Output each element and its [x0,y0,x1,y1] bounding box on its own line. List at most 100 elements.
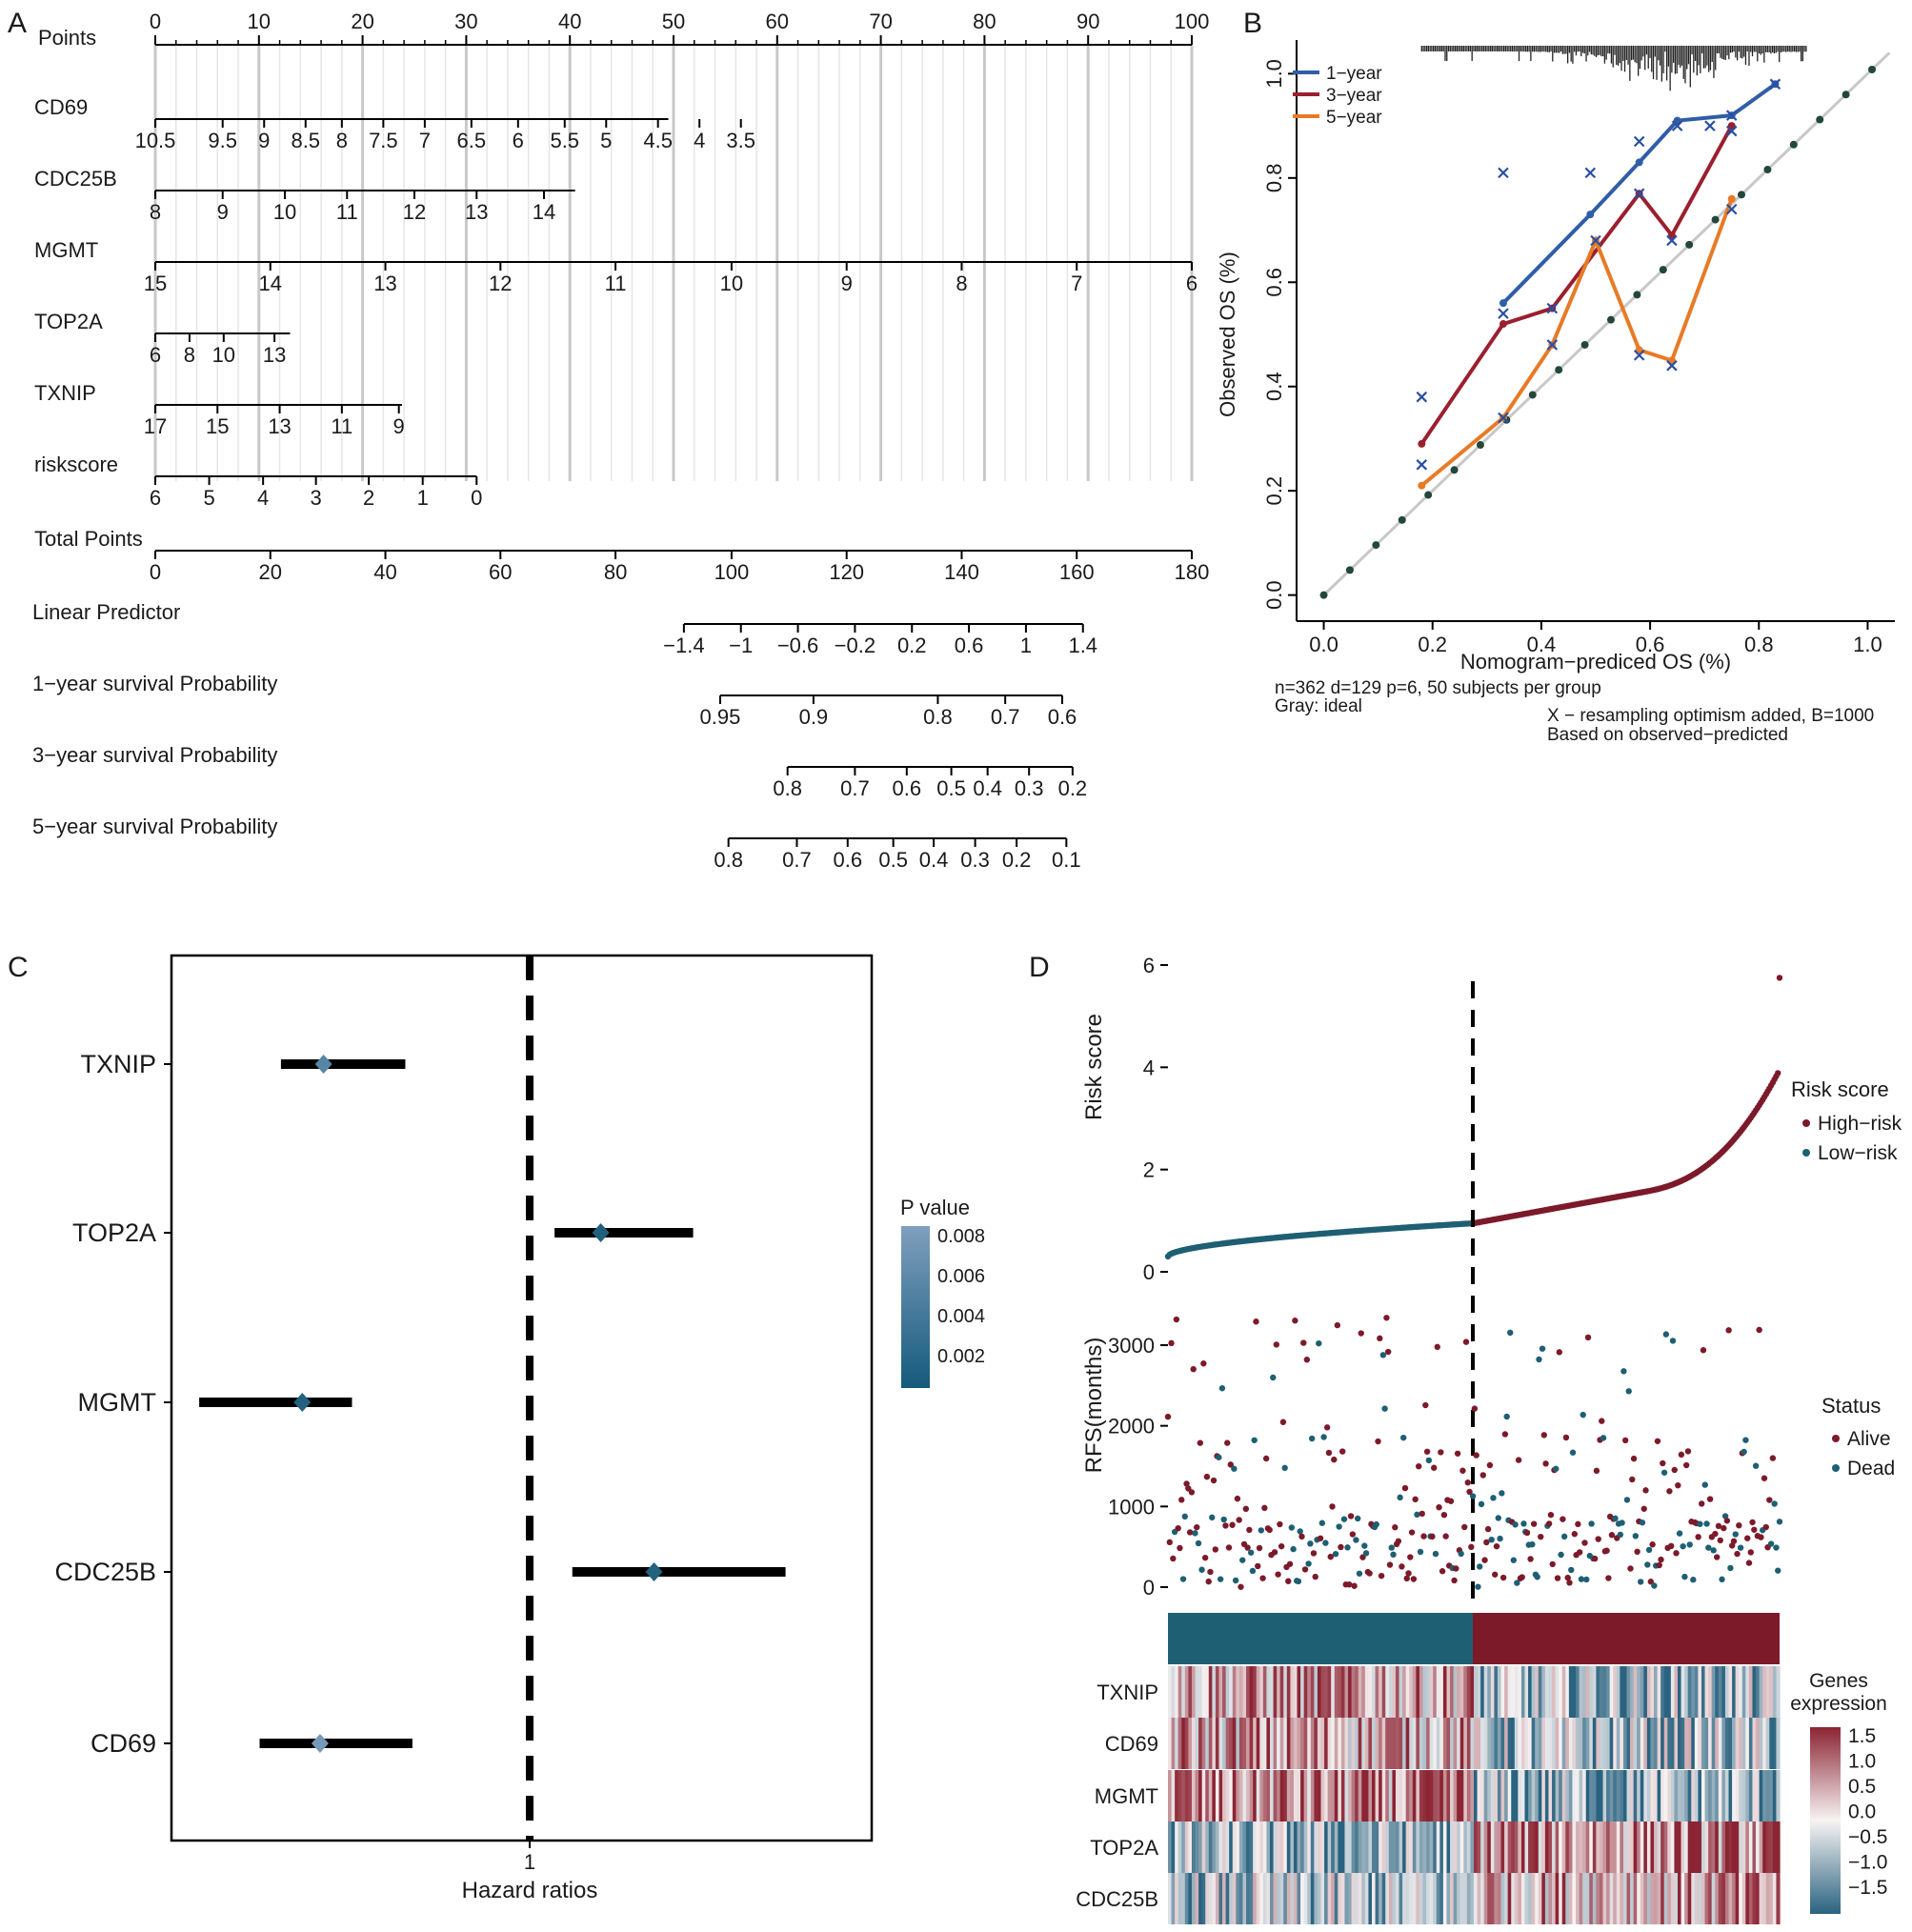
heatmap-cell [1765,1770,1770,1821]
heatmap-cell [1385,1873,1390,1924]
heatmap-cell [1480,1821,1485,1873]
ideal-dot [1685,240,1694,249]
y-tick-label: 0.2 [1262,476,1286,506]
heatmap-cell [1279,1770,1284,1821]
heatmap-cell [1171,1718,1176,1769]
scale-tick-label: 0.6 [893,776,922,800]
status-point-dead [1600,1435,1607,1441]
status-point-alive [1200,1360,1207,1367]
heatmap-cell [1474,1821,1479,1873]
status-point-dead [1632,1533,1640,1540]
heatmap-cell [1487,1770,1492,1821]
heatmap-cell [1446,1873,1451,1924]
heatmap-cell [1463,1718,1468,1769]
heatmap-cell [1364,1666,1370,1718]
heatmap-cell [1548,1666,1553,1718]
status-point-dead [1475,1583,1481,1590]
heatmap-cell [1320,1770,1325,1821]
status-point-dead [1705,1544,1712,1551]
heatmap-cell [1317,1873,1322,1924]
heatmap-cell [1218,1821,1223,1873]
status-point-alive [1312,1573,1318,1580]
status-point-dead [1737,1544,1744,1551]
note-text: Based on observed−predicted [1547,725,1788,745]
status-point-dead [1719,1576,1725,1583]
heatmap-cell [1646,1718,1652,1769]
heatmap-cell [1470,1770,1475,1821]
status-point-alive [1484,1525,1492,1533]
heatmap-cell [1704,1718,1709,1769]
heatmap-cell [1429,1770,1434,1821]
status-point-alive [1259,1575,1266,1581]
heatmap-cell [1691,1718,1696,1769]
heatmap-cell [1364,1821,1370,1873]
heatmap-cell [1246,1873,1251,1924]
status-point-alive [1323,1424,1331,1431]
heatmap-cell [1283,1770,1288,1821]
scale-tick-label: 0 [150,10,161,33]
heatmap-cell [1442,1770,1448,1821]
ideal-dot [1633,291,1641,299]
status-point-alive [1762,1523,1769,1531]
heatmap-cell [1535,1666,1540,1718]
heatmap-cell [1256,1770,1260,1821]
heatmap-cell [1735,1718,1740,1769]
legend-title: expression [1790,1693,1887,1715]
heatmap-cell [1708,1770,1713,1821]
heatmap-cell [1348,1770,1353,1821]
risk-point-high [1775,1070,1781,1077]
heatmap-cell [1531,1770,1536,1821]
heatmap-cell [1660,1821,1665,1873]
heatmap-cell [1585,1718,1590,1769]
heatmap-cell [1262,1718,1268,1769]
status-point-dead [1536,1356,1542,1363]
heatmap-cell [1422,1666,1427,1718]
heatmap-cell [1494,1770,1499,1821]
status-point-alive [1436,1503,1442,1511]
scale-tick-label: 0.5 [936,776,966,800]
heatmap-cell [1585,1666,1590,1718]
heatmap-cell [1681,1873,1685,1924]
heatmap-cell [1293,1718,1298,1769]
y-tick-label: 0.0 [1262,580,1286,610]
heatmap-cell [1579,1770,1583,1821]
heatmap-cell [1748,1770,1754,1821]
heatmap-cell [1745,1770,1750,1821]
heatmap-cell [1439,1821,1444,1873]
status-point-dead [1192,1530,1198,1537]
heatmap-cell [1776,1873,1781,1924]
status-point-alive [1560,1516,1566,1522]
heatmap-cell [1643,1821,1648,1873]
heatmap-cell [1246,1821,1251,1873]
heatmap-cell [1732,1821,1737,1873]
plot-frame [170,954,874,1842]
heatmap-cell [1622,1718,1628,1769]
heatmap-cell [1381,1873,1386,1924]
heatmap-cell [1358,1821,1362,1873]
heatmap-cell [1548,1821,1553,1873]
heatmap-cell [1544,1770,1550,1821]
heatmap-cell [1756,1770,1761,1821]
status-point-alive [1408,1529,1416,1536]
heatmap-cell [1249,1666,1254,1718]
heatmap-cell [1633,1666,1638,1718]
status-point-alive [1684,1448,1692,1455]
heatmap-cell [1483,1873,1488,1924]
heatmap-cell [1691,1873,1696,1924]
heatmap-cell [1270,1873,1275,1924]
status-point-alive [1667,1542,1675,1550]
heatmap-cell [1592,1873,1597,1924]
note-text: Gray: ideal [1275,696,1362,716]
status-point-alive [1386,1561,1394,1568]
heatmap-cell [1568,1821,1574,1873]
heatmap-cell [1681,1821,1685,1873]
status-point-alive [1262,1455,1270,1462]
heatmap-cell [1772,1770,1778,1821]
scale-label: CD69 [34,95,88,119]
heatmap-cell [1670,1821,1676,1873]
heatmap-cell [1303,1821,1308,1873]
heatmap-cell [1497,1821,1502,1873]
status-point-alive [1608,1532,1616,1539]
heatmap-cell [1762,1873,1767,1924]
forest-plot-panel: 1 Hazard ratios TXNIP TOP2A MGMT CDC25B CD69 P … [54,954,985,1903]
